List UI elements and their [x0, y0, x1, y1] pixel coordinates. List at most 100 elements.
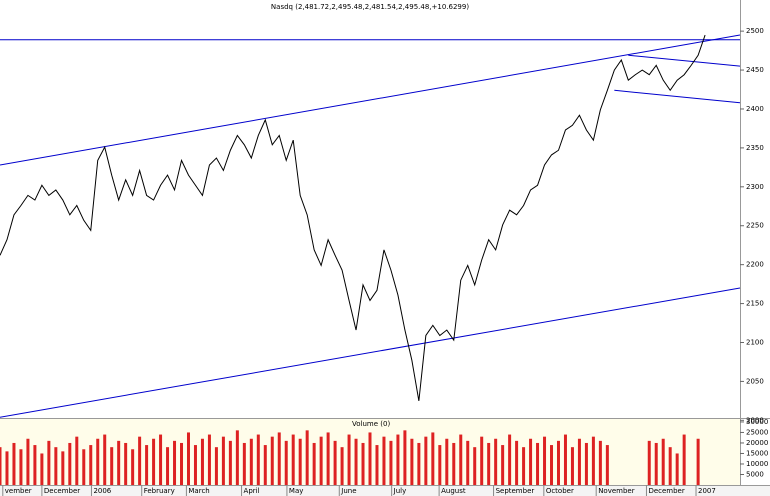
volume-bar	[291, 434, 295, 485]
volume-bar	[515, 440, 519, 485]
volume-bar	[675, 453, 679, 485]
volume-bar	[221, 436, 225, 485]
volume-bar	[375, 445, 379, 485]
volume-bar	[124, 442, 128, 485]
volume-bar	[305, 430, 309, 485]
volume-bar	[396, 434, 400, 485]
volume-title: Volume (0)	[352, 420, 390, 428]
volume-bar	[235, 430, 239, 485]
volume-bar	[68, 442, 72, 485]
volume-bar	[501, 445, 505, 485]
volume-bar	[47, 440, 51, 485]
volume-bar	[131, 449, 135, 485]
volume-bar	[508, 434, 512, 485]
volume-bar	[159, 434, 163, 485]
volume-bar	[89, 445, 93, 485]
y-tick-label: 2000	[746, 416, 764, 424]
volume-bar	[668, 447, 672, 485]
volume-bar	[103, 434, 107, 485]
volume-bar	[661, 438, 665, 485]
volume-bar	[277, 432, 281, 485]
volume-bar	[389, 440, 393, 485]
volume-bar	[173, 440, 177, 485]
volume-bar	[214, 447, 218, 485]
volume-bar	[145, 445, 149, 485]
volume-bar	[54, 447, 58, 485]
volume-bar	[654, 442, 658, 485]
y-tick-label: 25000	[746, 428, 768, 436]
volume-bar	[152, 438, 156, 485]
volume-bar	[333, 440, 337, 485]
x-tick-label: September	[496, 487, 535, 495]
x-tick-label: 2007	[698, 487, 716, 495]
volume-bar	[263, 445, 267, 485]
volume-bar	[556, 440, 560, 485]
volume-bar	[473, 447, 477, 485]
volume-bar	[207, 434, 211, 485]
y-tick-label: 5000	[746, 470, 764, 478]
volume-bar	[563, 434, 567, 485]
chart-title: Nasdq (2,481.72,2,495.48,2,481.54,2,495.…	[271, 3, 469, 11]
y-tick-label: 2250	[746, 222, 764, 230]
volume-bar	[26, 438, 30, 485]
volume-bar	[647, 440, 651, 485]
volume-bar	[584, 442, 588, 485]
volume-bar	[529, 438, 533, 485]
volume-bar	[431, 432, 435, 485]
volume-bar	[382, 436, 386, 485]
volume-bar	[682, 434, 686, 485]
y-tick-label: 2300	[746, 183, 764, 191]
volume-bar	[570, 447, 574, 485]
x-tick-label: April	[244, 487, 260, 495]
trend-line	[628, 54, 741, 67]
volume-bar	[117, 440, 121, 485]
volume-bar	[319, 436, 323, 485]
volume-bar	[228, 440, 232, 485]
volume-bar	[445, 438, 449, 485]
y-tick-label: 2500	[746, 27, 764, 35]
volume-bar	[452, 442, 456, 485]
volume-bar	[138, 436, 142, 485]
volume-bar	[417, 442, 421, 485]
y-tick-label: 15000	[746, 449, 768, 457]
x-tick-label: December	[44, 487, 80, 495]
x-tick-label: December	[648, 487, 684, 495]
y-tick-label: 2400	[746, 105, 764, 113]
volume-bar	[424, 436, 428, 485]
x-tick-label: July	[393, 487, 407, 495]
volume-bar	[403, 430, 407, 485]
volume-bar	[480, 436, 484, 485]
volume-bar	[166, 447, 170, 485]
volume-bar	[5, 451, 9, 485]
trend-line	[614, 89, 741, 104]
volume-bar	[82, 449, 86, 485]
y-tick-label: 2050	[746, 377, 764, 385]
volume-bar	[193, 445, 197, 485]
y-tick-label: 2450	[746, 66, 764, 74]
price-line	[0, 34, 706, 401]
volume-bar	[459, 434, 463, 485]
y-tick-label: 10000	[746, 460, 768, 468]
volume-bar	[696, 438, 700, 485]
x-tick-label: November	[598, 487, 635, 495]
x-tick-label: June	[340, 487, 356, 495]
y-tick-label: 20000	[746, 439, 768, 447]
volume-bar	[242, 442, 246, 485]
y-tick-label: 2100	[746, 338, 764, 346]
x-tick-label: 2006	[93, 487, 111, 495]
x-tick-label: October	[546, 487, 574, 495]
volume-bar	[270, 436, 274, 485]
volume-bar	[180, 442, 184, 485]
x-tick-label: May	[289, 487, 303, 495]
volume-bar	[12, 442, 16, 485]
volume-bar	[19, 449, 23, 485]
y-tick-label: 30000	[746, 418, 768, 426]
volume-bar	[361, 442, 365, 485]
volume-bar	[368, 432, 372, 485]
volume-bar	[536, 442, 540, 485]
volume-bar	[96, 438, 100, 485]
volume-bar	[256, 434, 260, 485]
volume-bar	[186, 432, 190, 485]
